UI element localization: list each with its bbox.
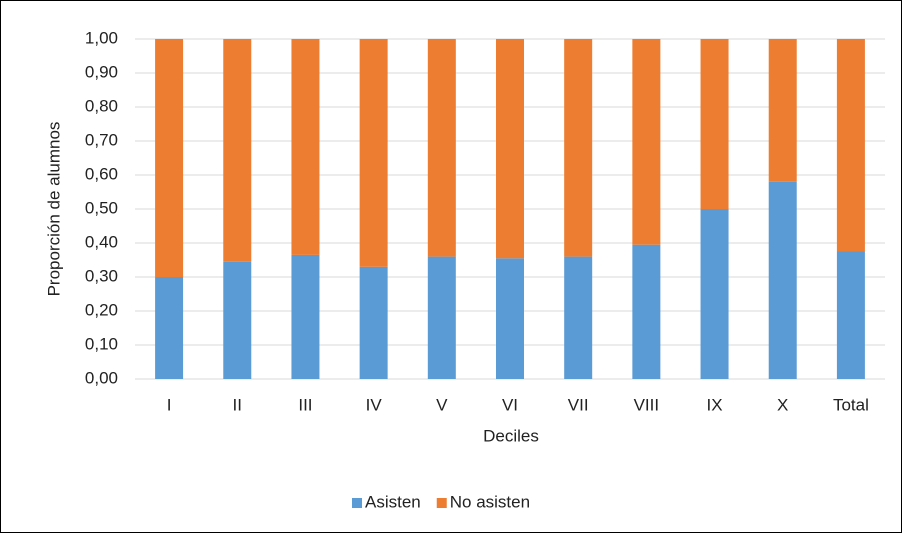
bar-segment — [700, 39, 729, 209]
x-tick-label: X — [777, 395, 788, 414]
bar-segment — [496, 39, 524, 259]
y-tick-label: 0,30 — [85, 266, 118, 285]
x-tick-label: II — [233, 395, 242, 414]
x-tick-label: IV — [366, 395, 383, 414]
y-axis-title: Proporción de alumnos — [44, 122, 63, 297]
y-tick-label: 0,10 — [85, 334, 118, 353]
bar-segment — [632, 39, 661, 245]
x-tick-label: IX — [707, 395, 723, 414]
x-tick-label: III — [298, 395, 312, 414]
bar-segment — [564, 39, 593, 257]
x-tick-label: VI — [502, 395, 518, 414]
bar-segment — [768, 39, 797, 182]
y-tick-label: 0,40 — [85, 232, 118, 251]
bar-segment — [155, 277, 184, 379]
legend-swatch — [436, 498, 447, 508]
x-axis-title: Deciles — [483, 426, 539, 445]
bar-segment — [359, 39, 388, 267]
bar-segment — [291, 254, 320, 379]
bar-segment — [359, 266, 388, 379]
x-tick-label: Total — [833, 395, 869, 414]
bar-segment — [427, 256, 456, 379]
x-tick-label: VII — [568, 395, 589, 414]
y-tick-label: 0,00 — [85, 368, 118, 387]
y-tick-label: 0,90 — [85, 62, 118, 81]
bar-segment — [291, 39, 320, 255]
bar-segment — [223, 39, 252, 262]
bar-segment — [632, 244, 661, 379]
legend-label: Asisten — [365, 492, 421, 511]
legend-swatch — [352, 498, 362, 508]
bar-segment — [836, 39, 865, 252]
y-tick-label: 0,80 — [85, 96, 118, 115]
bar-segment — [223, 261, 252, 379]
bar-segment — [564, 256, 593, 379]
x-tick-label: V — [436, 395, 448, 414]
x-tick-label: VIII — [634, 395, 660, 414]
x-tick-label: I — [167, 395, 172, 414]
bar-segment — [700, 209, 729, 379]
bar-segment — [427, 39, 456, 257]
y-tick-label: 0,60 — [85, 164, 118, 183]
y-tick-label: 0,70 — [85, 130, 118, 149]
bar-segment — [496, 258, 524, 379]
bar-segment — [836, 251, 865, 379]
y-tick-label: 0,20 — [85, 300, 118, 319]
legend-label: No asisten — [450, 492, 530, 511]
bar-segment — [155, 39, 184, 277]
y-tick-label: 1,00 — [85, 28, 118, 47]
bar-segment — [768, 181, 797, 379]
y-tick-label: 0,50 — [85, 198, 118, 217]
